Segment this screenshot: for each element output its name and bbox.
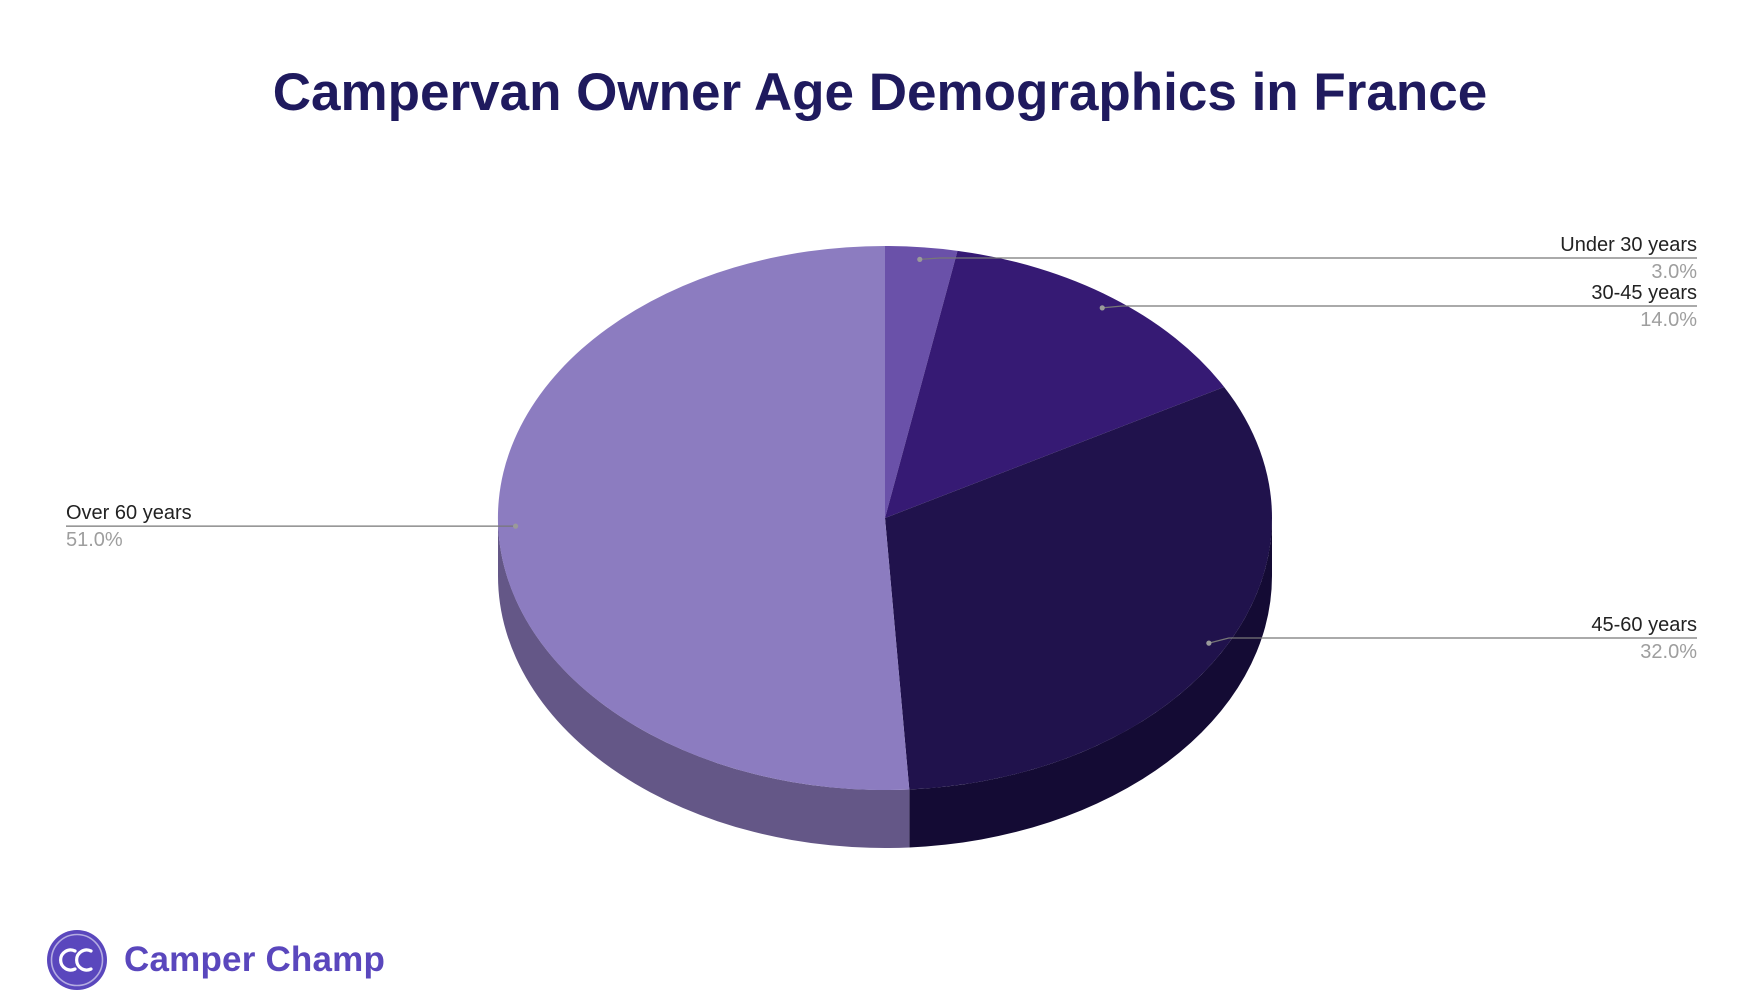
slice-value-under-30-years: 3.0% [1651, 261, 1697, 283]
leader-dot-over-60-years [513, 523, 519, 529]
pie-slice-30-45-years [885, 250, 1225, 518]
slice-label-30-45-years: 30-45 years [1591, 282, 1697, 304]
slice-value-30-45-years: 14.0% [1640, 309, 1697, 331]
slice-labels: Under 30 years 3.0%30-45 years 14.0% 45-60 … [66, 234, 1697, 663]
camper-champ-logo-icon [47, 930, 107, 990]
slice-value-over-60-years: 51.0% [66, 529, 123, 551]
pie-side-walls [498, 518, 1272, 848]
slice-label-45-60-years: 45-60 years [1591, 614, 1697, 636]
pie-side-45-60-years [909, 518, 1272, 848]
leader-line-under-30-years [919, 257, 1697, 260]
leader-dot-45-60-years [1206, 640, 1212, 646]
brand-logo-group: Camper Champ [46, 928, 385, 992]
chart-title: Campervan Owner Age Demographics in Fran… [272, 63, 1488, 122]
leader-dot-30-45-years [1099, 305, 1105, 311]
pie-side-over-60-years [498, 518, 910, 848]
brand-name: Camper Champ [124, 940, 386, 979]
pie-top-face [497, 245, 1272, 790]
slice-value-45-60-years: 32.0% [1640, 641, 1697, 663]
pie-slice-45-60-years [885, 386, 1272, 790]
pie-slice-over-60-years [497, 245, 910, 790]
leader-line-45-60-years [1208, 637, 1697, 644]
leader-dot-under-30-years [917, 256, 923, 262]
slice-label-over-60-years: Over 60 years [66, 502, 192, 524]
leader-line-30-45-years [1102, 305, 1697, 309]
pie-slice-under-30-years [885, 246, 958, 518]
slice-label-under-30-years: Under 30 years [1560, 234, 1697, 256]
